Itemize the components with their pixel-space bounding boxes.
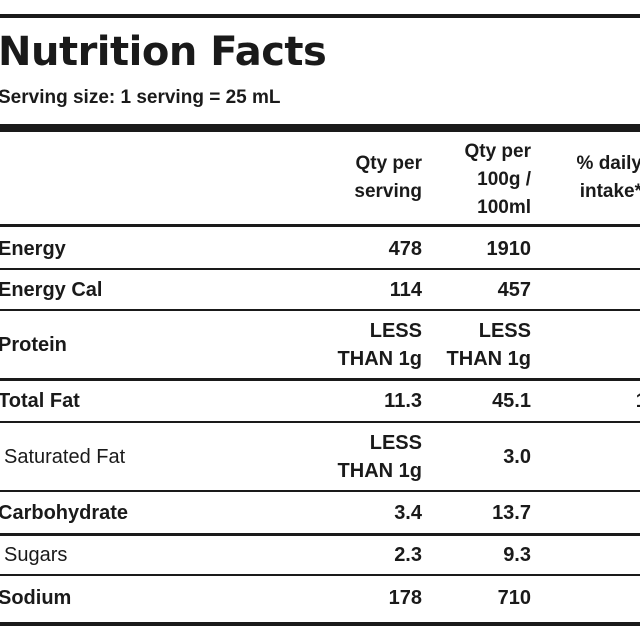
header-rule xyxy=(0,224,640,227)
qty-per-100: 9.3 xyxy=(503,544,531,566)
header-thick-rule xyxy=(0,124,640,132)
daily-intake: 8 xyxy=(598,584,640,612)
nutrient-name: Saturated Fat xyxy=(4,446,126,468)
nutrient-name: Energy Cal xyxy=(0,279,103,301)
qty-per-100: LESS THAN 1g xyxy=(446,320,531,370)
qty-per-100: 710 xyxy=(497,587,531,609)
qty-per-100: 457 xyxy=(497,279,531,301)
bottom-rule xyxy=(0,622,640,626)
nutrient-row: Sugars 2.3 9.3 3 xyxy=(0,536,640,574)
daily-intake: 3 xyxy=(598,443,640,471)
nutrient-name: Sodium xyxy=(0,587,72,609)
row-divider xyxy=(0,378,640,381)
nutrient-name: Protein xyxy=(0,334,67,356)
qty-per-serving: LESS THAN 1g xyxy=(337,320,422,370)
top-rule xyxy=(0,14,640,18)
nutrient-name: Total Fat xyxy=(0,390,80,412)
nutrient-row: Carbohydrate 3.4 13.7 1 xyxy=(0,493,640,533)
qty-per-serving: 11.3 xyxy=(384,390,422,412)
row-divider xyxy=(0,574,640,576)
daily-intake: 1 xyxy=(598,499,640,527)
row-divider xyxy=(0,309,640,311)
nutrient-name: Energy xyxy=(0,238,66,260)
qty-per-serving: 2.3 xyxy=(394,544,422,566)
qty-per-100: 13.7 xyxy=(492,502,531,524)
nutrient-row: Total Fat 11.3 45.1 16 xyxy=(0,381,640,421)
nutrient-row: Energy 478 1910 5 xyxy=(0,230,640,268)
column-header-daily-intake: % daily intake* xyxy=(576,153,640,202)
serving-size: Serving size: 1 serving = 25 mL xyxy=(0,87,281,108)
qty-per-serving: LESS THAN 1g xyxy=(337,432,422,482)
qty-per-100: 45.1 xyxy=(492,390,531,412)
nutrient-row: Energy Cal 114 457 xyxy=(0,271,640,309)
daily-intake: 5 xyxy=(598,235,640,263)
nutrient-row: Saturated Fat LESS THAN 1g 3.0 3 xyxy=(0,424,640,490)
nutrient-name: Sugars xyxy=(4,544,68,566)
column-header-per-serving: Qty per serving xyxy=(354,153,422,202)
daily-intake: 3 xyxy=(598,541,640,569)
daily-intake: 0 xyxy=(598,331,640,359)
page-title: Nutrition Facts xyxy=(0,29,327,75)
qty-per-serving: 3.4 xyxy=(394,502,422,524)
column-header-per-100: Qty per 100g / 100ml xyxy=(464,141,531,218)
qty-per-100: 3.0 xyxy=(503,446,531,468)
row-divider xyxy=(0,490,640,492)
daily-intake: 16 xyxy=(598,387,640,415)
row-divider xyxy=(0,533,640,536)
nutrient-row: Protein LESS THAN 1g LESS THAN 1g 0 xyxy=(0,312,640,378)
qty-per-100: 1910 xyxy=(486,238,532,260)
nutrient-row: Sodium 178 710 8 xyxy=(0,577,640,619)
qty-per-serving: 178 xyxy=(388,587,422,609)
nutrient-name: Carbohydrate xyxy=(0,502,129,524)
row-divider xyxy=(0,268,640,270)
row-divider xyxy=(0,421,640,423)
qty-per-serving: 114 xyxy=(389,279,422,301)
qty-per-serving: 478 xyxy=(388,238,422,260)
